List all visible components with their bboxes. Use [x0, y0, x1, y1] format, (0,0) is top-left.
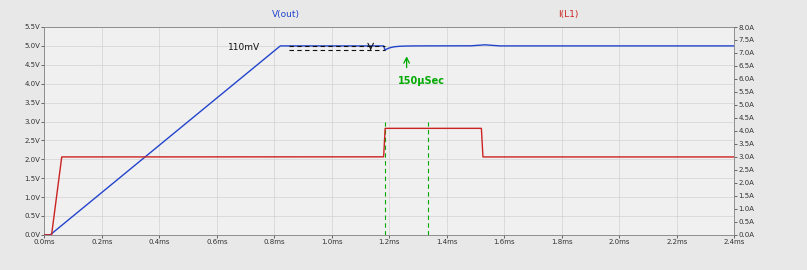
Text: 150μSec: 150μSec [398, 76, 445, 86]
Text: V(out): V(out) [272, 10, 300, 19]
Text: I(L1): I(L1) [558, 10, 579, 19]
Text: 110mV: 110mV [228, 43, 260, 52]
